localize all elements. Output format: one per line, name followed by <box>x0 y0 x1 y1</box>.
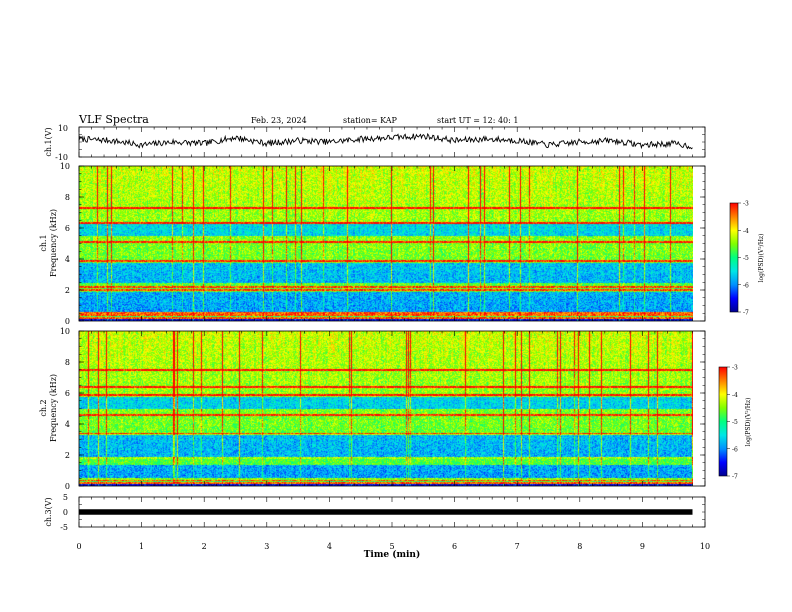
ch1-ytick-bottom: -10 <box>55 153 68 162</box>
ch2-colorbar-label: log(PSD)(V²/Hz) <box>745 398 752 447</box>
x-axis-tick-label: 2 <box>202 542 207 551</box>
ch3-ytick-mid: 0 <box>63 508 68 517</box>
ch2-spectrogram-ytick-label: 8 <box>65 358 70 367</box>
ch1-colorbar-tick-label: -3 <box>743 201 749 208</box>
ch3-ytick-bottom: -5 <box>60 523 68 532</box>
figure-start-time: start UT = 12: 40: 1 <box>437 116 518 125</box>
ch2-spectrogram-ytick-label: 0 <box>65 482 70 491</box>
ch2-spectrogram-ytick-label: 6 <box>65 389 70 398</box>
ch1-colorbar-tick-label: -7 <box>743 310 749 317</box>
ch1-colorbar <box>729 202 739 313</box>
x-axis-tick-label: 3 <box>264 542 269 551</box>
x-axis-tick-label: 6 <box>452 542 457 551</box>
ch1-spectrogram-ytick-label: 2 <box>65 286 70 295</box>
ch2-colorbar-tick-label: -4 <box>732 392 738 399</box>
ch1-spectrogram-ytick-label: 4 <box>65 255 70 264</box>
ch2-colorbar-tick-label: -7 <box>732 474 738 481</box>
x-axis-tick-label: 7 <box>515 542 520 551</box>
ch1-spectrogram-ytick-label: 10 <box>60 162 70 171</box>
ch2-spectrogram-ylabel-channel: ch.2 <box>39 399 48 416</box>
ch1-spectrogram-ylabel-channel: ch.1 <box>39 234 48 251</box>
ch1-colorbar-tick-label: -5 <box>743 255 749 262</box>
x-axis-tick-label: 8 <box>577 542 582 551</box>
figure-station: station= KAP <box>343 116 398 125</box>
ch1-spectrogram-ytick-label: 6 <box>65 224 70 233</box>
ch1-spectrogram-ytick-label: 0 <box>65 317 70 326</box>
ch2-spectrogram-ytick-label: 10 <box>60 327 70 336</box>
ch1-colorbar-label: log(PSD)(V²/Hz) <box>758 234 765 283</box>
ch2-colorbar <box>718 366 728 477</box>
x-axis-tick-label: 4 <box>327 542 332 551</box>
ch2-spectrogram-image <box>79 331 693 486</box>
ch3-waveform-ylabel: ch.3(V) <box>44 497 53 526</box>
ch1-colorbar-ticks: -3 -4 -5 -6 -7 <box>738 201 749 317</box>
ch2-colorbar-tick-label: -3 <box>732 365 738 372</box>
ch2-spectrogram-ytick-label: 2 <box>65 451 70 460</box>
ch2-spectrogram-ytick-labels: 0 2 4 6 8 10 <box>60 327 70 491</box>
ch1-waveform-ylabel: ch.1(V) <box>44 127 53 156</box>
x-axis-tick-label: 0 <box>76 542 81 551</box>
ch2-spectrogram-ticks <box>78 330 706 487</box>
ch1-colorbar-tick-label: -4 <box>743 228 749 235</box>
ch1-spectrogram-ylabel-frequency: Frequency (kHz) <box>49 209 58 277</box>
x-axis-tick-label: 5 <box>389 542 394 551</box>
ch2-colorbar-tick-label: -5 <box>732 419 738 426</box>
ch1-spectrogram-ytick-label: 8 <box>65 193 70 202</box>
x-axis-tick-label: 9 <box>640 542 645 551</box>
ch3-ytick-top: 5 <box>63 493 68 502</box>
ch2-colorbar-tick-label: -6 <box>732 446 738 453</box>
ch1-spectrogram-ticks <box>78 165 706 322</box>
ch1-ytick-top: 10 <box>58 124 68 133</box>
ch2-spectrogram-ylabel-frequency: Frequency (kHz) <box>49 374 58 442</box>
x-axis-tick-label: 1 <box>139 542 144 551</box>
ch1-waveform-ticks <box>78 126 706 158</box>
ch3-waveform-ticks <box>78 496 706 528</box>
ch2-spectrogram-ytick-label: 4 <box>65 420 70 429</box>
figure-title: VLF Spectra <box>78 113 149 126</box>
x-axis-tick-label: 10 <box>700 542 710 551</box>
ch1-colorbar-tick-label: -6 <box>743 282 749 289</box>
ch3-waveform-panel: 5 0 -5 ch.3(V) <box>44 493 706 532</box>
x-axis-label: Time (min) <box>364 549 421 560</box>
ch2-colorbar-ticks: -3 -4 -5 -6 -7 <box>727 365 738 481</box>
ch1-spectrogram-ytick-labels: 0 2 4 6 8 10 <box>60 162 70 326</box>
ch1-waveform-trace <box>78 132 693 150</box>
ch1-spectrogram-image <box>79 166 693 321</box>
x-axis-tick-labels: 0 1 2 3 4 5 6 7 8 9 10 <box>76 542 710 551</box>
ch1-waveform-panel: 10 -10 ch.1(V) <box>44 124 706 162</box>
figure-date: Feb. 23, 2024 <box>251 116 307 125</box>
